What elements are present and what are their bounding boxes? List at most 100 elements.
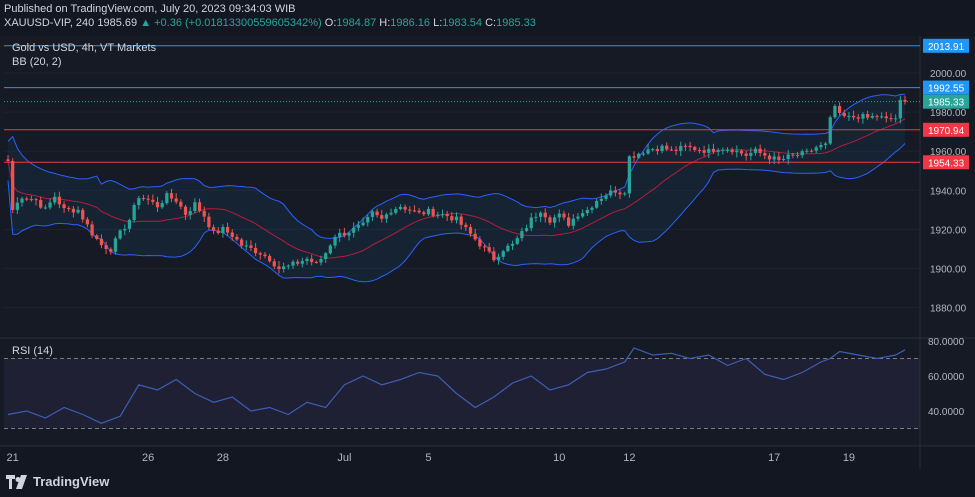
candle-body [109,249,113,252]
time-tick-label: 5 [425,452,431,464]
candle-body [454,216,459,221]
time-tick-label: 10 [553,452,565,464]
candle-body [903,99,907,102]
candle-body [721,149,725,151]
candle-body [282,266,286,270]
candle-body [851,115,856,118]
candle-body [618,192,622,195]
candle-body [669,149,674,151]
price-label-text: 1970.94 [928,126,965,137]
candle-body [889,118,893,120]
candle-body [48,202,52,208]
candle-body [244,245,248,247]
candle-body [207,216,211,228]
candle-body [791,154,795,156]
candle-body [398,206,403,209]
candle-body [291,261,295,266]
candle-body [445,214,449,217]
candle-body [884,116,888,119]
candle-body [221,226,225,233]
candle-body [543,212,547,218]
candle-body [39,200,43,208]
price-label-box [923,80,969,95]
candle-body [160,203,164,208]
candle-body [562,213,566,218]
candle-body [725,149,730,151]
candle-body [450,216,454,221]
candle-body [412,210,417,212]
chart-title: Gold vs USD, 4h, VT Markets [12,42,157,54]
price-label-text: 1954.33 [928,158,965,169]
candle-body [609,190,613,196]
high-label: H: [379,17,391,29]
candle-body [772,156,776,160]
candle-body [169,193,174,199]
price-label-text: 1985.33 [928,98,965,109]
bb-upper-line [7,93,906,239]
bb-legend: BB (20, 2) [12,56,62,68]
open-label: O: [324,17,337,29]
candle-body [749,152,753,156]
rsi-tick-label: 40.0000 [928,407,965,418]
price-label-box [923,94,969,109]
price-tick-label: 1960.00 [930,147,967,158]
candle-body [599,198,603,201]
candle-body [520,230,524,239]
candle-body [473,233,477,240]
close-value: 1985.33 [496,17,536,29]
candle-body [693,147,697,151]
rsi-legend: RSI (14) [12,345,53,357]
candle-body [95,235,99,239]
candle-body [688,145,692,148]
candle-body [464,224,468,228]
candle-body [141,198,146,200]
candle-body [795,154,800,156]
candle-body [328,245,332,254]
chart-canvas[interactable]: 2000.00 1980.00 1960.00 1940.00 1920.00 1900.… [0,0,975,469]
candle-body [707,148,711,153]
candle-body [711,148,716,152]
candle-body [627,156,631,194]
candle-body [422,212,426,215]
candle-body [823,143,828,146]
candle-body [641,153,646,155]
candle-body [155,201,160,208]
price-pane-bg [0,36,975,338]
candle-body [174,198,178,202]
candle-body [651,149,655,151]
candle-body [165,193,169,204]
candle-body [529,217,533,229]
price-tick-label: 1920.00 [930,225,967,236]
candle-body [370,211,375,217]
candle-body [319,259,323,263]
candle-body [90,224,94,236]
time-tick-label: 26 [142,452,154,464]
candle-body [847,115,851,117]
candle-body [894,118,898,120]
candle-body [263,254,267,257]
candle-body [767,155,772,160]
last-price: 1985.69 [97,17,138,29]
candle-body [702,150,706,153]
time-tick-label: 17 [768,452,780,464]
candle-body [524,228,529,231]
candle-body [604,195,608,199]
candle-body [809,150,814,152]
candle-body [230,232,234,237]
candle-body [347,232,351,236]
candle-body [352,227,356,233]
candle-body [34,199,38,201]
candle-body [123,228,127,231]
candle-body [324,253,328,260]
tradingview-logo[interactable]: TradingView [6,474,109,489]
candle-body [828,117,832,144]
candle-body [581,213,585,217]
candle-body [781,159,786,161]
candle-body [566,217,571,226]
candle-body [179,201,183,207]
candle-body [151,199,155,202]
candle-body [366,216,370,223]
candle-body [459,216,463,225]
candle-body [515,238,519,244]
candle-body [786,154,790,160]
